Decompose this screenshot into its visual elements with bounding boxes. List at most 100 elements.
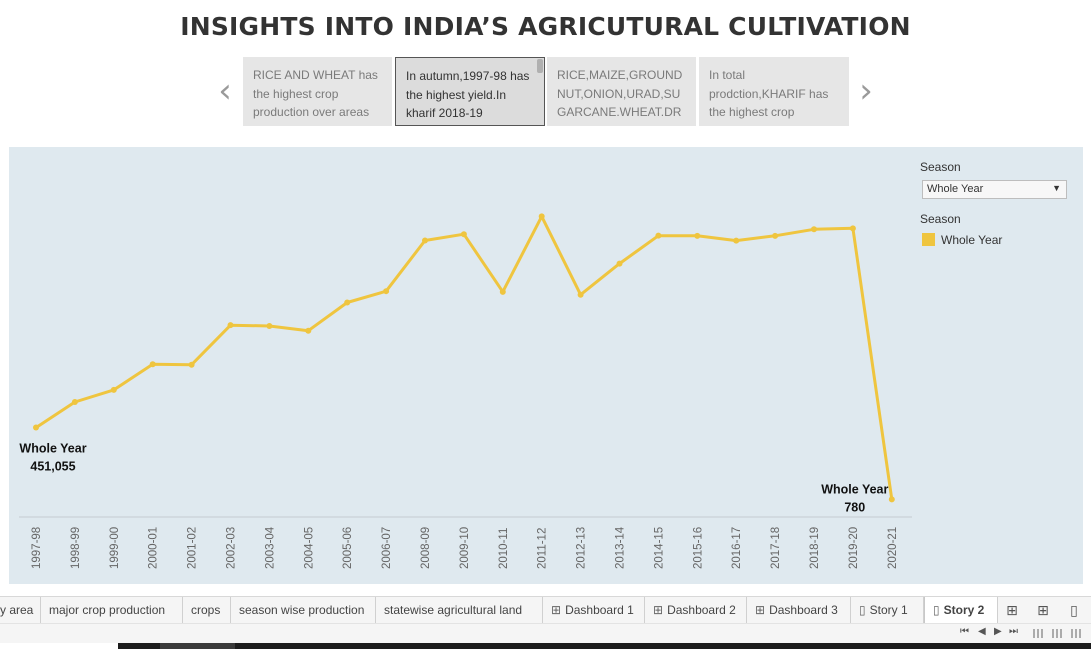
- previous-story-point-icon[interactable]: ‹: [218, 71, 232, 111]
- data-point[interactable]: [110, 386, 117, 393]
- data-point[interactable]: [460, 231, 467, 238]
- tab-label: major crop production: [49, 603, 166, 617]
- x-tick-label: 2012-13: [576, 527, 588, 569]
- taskbar-segment: [160, 643, 235, 649]
- data-point[interactable]: [577, 291, 584, 298]
- annotation-value: 451,055: [30, 460, 75, 474]
- tabs-view-icon[interactable]: [1071, 629, 1082, 638]
- data-point[interactable]: [227, 322, 234, 329]
- dashboard-icon: ⊞: [755, 603, 766, 617]
- chart-area: 1997-98 1998-99 1999-00 2000-01 2001-02 2002-…: [9, 147, 1083, 584]
- new-worksheet-icon[interactable]: ⊞: [1006, 602, 1018, 618]
- next-story-point-icon[interactable]: ›: [859, 71, 873, 111]
- legend-label[interactable]: Whole Year: [941, 233, 1003, 247]
- line-chart: 1997-98 1998-99 1999-00 2000-01 2001-02 2002-…: [19, 213, 912, 569]
- data-point[interactable]: [694, 232, 701, 239]
- season-legend-title: Season: [920, 212, 961, 226]
- tab-dashboard-3[interactable]: ⊞ Dashboard 3: [747, 597, 851, 624]
- tab-label: Story 2: [943, 603, 985, 617]
- filmstrip-icon[interactable]: [1052, 629, 1063, 638]
- last-page-icon[interactable]: ⏭: [1009, 626, 1018, 637]
- story-point-3[interactable]: RICE,MAIZE,GROUNDNUT,ONION,URAD,SUGARCAN…: [547, 57, 696, 126]
- x-tick-label: 2014-15: [653, 527, 665, 569]
- x-tick-label: 1999-00: [109, 527, 121, 569]
- data-point[interactable]: [305, 327, 312, 334]
- story-icon: ▯: [933, 603, 940, 617]
- tab-area[interactable]: y area: [0, 597, 41, 624]
- annotation-label: Whole Year: [19, 442, 86, 456]
- tab-story-2[interactable]: ▯ Story 2: [924, 597, 998, 624]
- legend-swatch[interactable]: [922, 233, 935, 246]
- data-point[interactable]: [849, 225, 856, 232]
- x-tick-label: 2009-10: [459, 527, 471, 569]
- data-point[interactable]: [733, 237, 740, 244]
- data-point[interactable]: [655, 232, 662, 239]
- x-tick-label: 2019-20: [848, 527, 860, 569]
- season-filter-title: Season: [920, 160, 961, 174]
- tab-crops[interactable]: crops: [183, 597, 231, 624]
- tab-season-wise-production[interactable]: season wise production: [231, 597, 376, 624]
- data-point[interactable]: [616, 260, 623, 267]
- x-tick-label: 2001-02: [187, 527, 199, 569]
- story-point-4[interactable]: In total prodction,KHARIF has the highes…: [699, 57, 849, 126]
- season-filter-value: Whole Year: [927, 183, 984, 195]
- series-line-whole-year[interactable]: [35, 214, 894, 500]
- annotation-value: 780: [844, 500, 865, 514]
- tab-label: crops: [191, 603, 221, 617]
- season-filter-dropdown[interactable]: Whole Year ▼: [922, 180, 1067, 199]
- x-tick-label: 2015-16: [692, 527, 704, 569]
- x-tick-label: 2003-04: [264, 526, 276, 569]
- data-point[interactable]: [422, 237, 428, 244]
- data-point[interactable]: [538, 213, 545, 220]
- status-bar: ⏮ ◀ ▶ ⏭: [0, 623, 1091, 644]
- story-point-2-text: In autumn,1997-98 has the highest yield.…: [406, 69, 530, 120]
- x-tick-label: 2010-11: [498, 528, 510, 569]
- data-point[interactable]: [33, 424, 39, 431]
- data-point[interactable]: [772, 232, 779, 239]
- previous-page-icon[interactable]: ◀: [978, 626, 986, 637]
- data-point[interactable]: [888, 496, 895, 503]
- data-point[interactable]: [383, 288, 390, 295]
- data-point[interactable]: [266, 322, 273, 329]
- taskbar-strip: [0, 643, 1091, 649]
- data-point[interactable]: [71, 399, 78, 406]
- show-sheets-grid-icon[interactable]: [1033, 629, 1044, 638]
- sheet-tab-bar: y area major crop production crops seaso…: [0, 596, 1091, 624]
- dashboard-icon: ⊞: [653, 603, 664, 617]
- x-tick-label: 1997-98: [31, 527, 43, 569]
- x-tick-label: 1998-99: [70, 527, 82, 569]
- x-tick-label: 2000-01: [148, 527, 160, 569]
- tab-label: statewise agricultural land: [384, 603, 523, 617]
- taskbar-segment: [0, 643, 118, 649]
- tab-dashboard-2[interactable]: ⊞ Dashboard 2: [645, 597, 747, 624]
- data-point[interactable]: [188, 361, 195, 368]
- dropdown-caret-icon[interactable]: ▼: [1052, 183, 1061, 193]
- x-tick-label: 2005-06: [342, 527, 354, 569]
- tab-label: Dashboard 3: [769, 603, 838, 617]
- story-point-1[interactable]: RICE AND WHEAT has the highest crop prod…: [243, 57, 392, 126]
- page-title: INSIGHTS INTO INDIA’S AGRICUTURAL CULTIV…: [180, 12, 911, 41]
- tab-label: Dashboard 1: [565, 603, 634, 617]
- x-tick-label: 2008-09: [420, 527, 432, 569]
- data-point[interactable]: [149, 361, 156, 368]
- x-tick-label: 2006-07: [381, 527, 393, 569]
- tab-statewise-agricultural-land[interactable]: statewise agricultural land: [376, 597, 543, 624]
- tab-story-1[interactable]: ▯ Story 1: [851, 597, 924, 624]
- data-point[interactable]: [499, 288, 506, 295]
- data-point[interactable]: [344, 299, 351, 306]
- tab-dashboard-1[interactable]: ⊞ Dashboard 1: [543, 597, 645, 624]
- new-story-icon[interactable]: ▯: [1070, 602, 1078, 618]
- x-tick-label: 2004-05: [303, 527, 315, 569]
- first-page-icon[interactable]: ⏮: [960, 626, 969, 637]
- tab-label: season wise production: [239, 603, 365, 617]
- tab-label: Story 1: [869, 603, 908, 617]
- x-tick-label: 2018-19: [809, 527, 821, 569]
- x-tick-label: 2017-18: [770, 527, 782, 569]
- scrollbar-thumb[interactable]: [537, 59, 543, 73]
- data-point[interactable]: [811, 226, 817, 233]
- new-dashboard-icon[interactable]: ⊞: [1037, 602, 1049, 618]
- story-point-2[interactable]: In autumn,1997-98 has the highest yield.…: [395, 57, 545, 126]
- tab-major-crop-production[interactable]: major crop production: [41, 597, 183, 624]
- next-page-icon[interactable]: ▶: [994, 626, 1002, 637]
- tab-label: Dashboard 2: [667, 603, 736, 617]
